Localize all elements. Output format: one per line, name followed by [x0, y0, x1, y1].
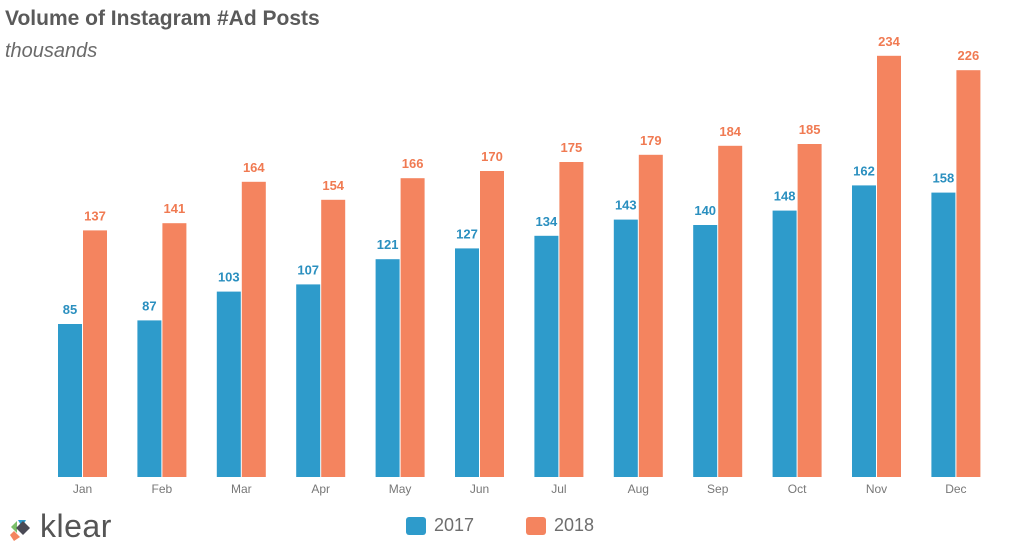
x-tick-label-Jan: Jan: [73, 482, 92, 496]
x-tick-label-Apr: Apr: [311, 482, 330, 496]
bar-2018-Feb: [162, 223, 187, 477]
bar-2018-Jan: [83, 230, 107, 477]
bar-2018-Nov: [877, 55, 901, 478]
data-label-2018-Nov: 234: [878, 34, 900, 49]
data-label-2017-Feb: 87: [142, 298, 156, 313]
data-label-2018-Aug: 179: [640, 133, 662, 148]
data-label-2017-Mar: 103: [218, 270, 240, 285]
x-tick-label-Dec: Dec: [945, 482, 966, 496]
klear-logo-icon: [10, 519, 30, 541]
data-label-2018-Jun: 170: [481, 149, 503, 164]
bar-2018-Jun: [480, 171, 504, 477]
x-tick-label-Oct: Oct: [788, 482, 807, 496]
bar-2018-May: [400, 178, 425, 477]
bar-2017-May: [375, 259, 400, 477]
bar-2018-Oct: [797, 144, 822, 477]
bar-2017-Nov: [852, 185, 876, 477]
data-label-2017-Jan: 85: [63, 302, 77, 317]
bar-2018-Aug: [638, 154, 663, 478]
data-label-2018-May: 166: [402, 156, 424, 171]
bar-2018-Mar: [241, 181, 266, 478]
bar-2017-Oct: [772, 210, 797, 477]
data-label-2017-Sep: 140: [694, 203, 716, 218]
data-label-2018-Jan: 137: [84, 208, 106, 223]
x-tick-label-Jul: Jul: [551, 482, 566, 496]
x-tick-label-Nov: Nov: [866, 482, 887, 496]
legend-swatch-2017: [406, 516, 426, 535]
x-tick-label-Jun: Jun: [470, 482, 489, 496]
data-label-2017-Aug: 143: [615, 198, 637, 213]
x-tick-label-Aug: Aug: [628, 482, 649, 496]
bar-2018-Sep: [718, 145, 743, 478]
legend-label-2018: 2018: [554, 515, 595, 535]
chart-title: Volume of Instagram #Ad Posts: [5, 7, 320, 30]
bar-2018-Apr: [321, 199, 346, 478]
bar-2017-Sep: [693, 225, 718, 477]
data-label-2018-Oct: 185: [799, 122, 821, 137]
legend-item-2018: 2018: [526, 515, 594, 536]
data-label-2017-Oct: 148: [774, 189, 796, 204]
klear-logo-text: klear: [40, 508, 112, 544]
legend-item-2017: 2017: [406, 515, 474, 536]
legend-label-2017: 2017: [434, 515, 475, 535]
klear-logo: klear: [8, 508, 112, 545]
data-label-2018-Jul: 175: [561, 140, 583, 155]
data-label-2017-Apr: 107: [297, 262, 319, 277]
chart-subtitle: thousands: [5, 40, 98, 62]
x-tick-label-May: May: [389, 482, 412, 496]
bar-2018-Jul: [559, 162, 584, 477]
bar-2017-Jul: [534, 235, 559, 477]
data-label-2017-Jul: 134: [536, 214, 558, 229]
x-tick-label-Mar: Mar: [231, 482, 252, 496]
bar-2017-Dec: [931, 192, 956, 477]
bar-2017-Jun: [455, 248, 479, 477]
bar-2017-Jan: [58, 324, 82, 477]
bar-2017-Mar: [216, 291, 241, 477]
data-label-2018-Apr: 154: [322, 178, 344, 193]
bar-2017-Aug: [613, 219, 638, 477]
x-tick-label-Sep: Sep: [707, 482, 729, 496]
data-label-2018-Feb: 141: [164, 201, 186, 216]
legend-swatch-2018: [526, 516, 546, 535]
data-label-2017-Dec: 158: [933, 171, 955, 186]
bar-2017-Apr: [296, 284, 321, 477]
bar-2018-Dec: [956, 70, 981, 477]
bar-2017-Feb: [137, 320, 162, 477]
x-tick-label-Feb: Feb: [152, 482, 173, 496]
data-label-2017-May: 121: [377, 237, 399, 252]
data-label-2018-Sep: 184: [719, 124, 741, 139]
data-label-2017-Jun: 127: [456, 226, 478, 241]
data-label-2017-Nov: 162: [853, 163, 875, 178]
data-label-2018-Mar: 164: [243, 160, 265, 175]
data-label-2018-Dec: 226: [958, 48, 980, 63]
